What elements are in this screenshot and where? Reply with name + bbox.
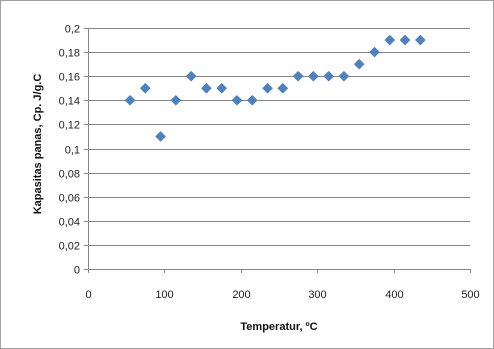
data-point-marker [201, 82, 212, 94]
data-point-marker [369, 46, 380, 58]
x-tick-label: 500 [461, 289, 479, 301]
data-point-marker [308, 70, 319, 82]
data-point-marker [323, 70, 335, 82]
data-point-marker [246, 94, 258, 106]
y-tick-label: 0,1 [65, 145, 80, 157]
data-point-marker [216, 82, 228, 94]
data-point-marker [124, 94, 136, 106]
data-point-marker [262, 82, 273, 94]
y-tick-label: 0,18 [59, 48, 80, 60]
data-points [124, 34, 426, 142]
x-tick-label: 300 [308, 289, 326, 301]
x-tick-label: 200 [232, 289, 250, 301]
x-tick-label: 400 [385, 289, 403, 301]
data-point-marker [353, 58, 365, 70]
x-axis-label: Temperatur, ºC [240, 321, 317, 333]
x-tick-label: 100 [155, 289, 173, 301]
y-tick-label: 0,16 [59, 72, 80, 84]
axes [84, 28, 471, 273]
data-point-marker [414, 34, 426, 46]
y-tick-label: 0 [74, 265, 80, 277]
data-point-marker [170, 94, 182, 106]
data-point-marker [277, 82, 289, 94]
data-point-marker [139, 82, 151, 94]
x-tick-label: 0 [85, 289, 91, 301]
y-tick-label: 0,06 [59, 193, 80, 205]
y-tick-label: 0,02 [59, 241, 80, 253]
y-tick-label: 0,04 [59, 217, 80, 229]
data-point-marker [292, 70, 304, 82]
data-point-marker [399, 34, 411, 46]
data-point-marker [155, 131, 166, 142]
data-point-marker [384, 34, 396, 46]
y-tick-label: 0,08 [59, 169, 80, 181]
y-tick-label: 0,2 [65, 24, 80, 36]
tick-labels: 0 0,02 0,04 0,06 0,08 0,1 0,12 0,14 0,16 0,18 0,2 0… [59, 24, 480, 302]
data-point-marker [231, 94, 243, 106]
data-point-marker [338, 70, 350, 82]
y-tick-label: 0,14 [59, 96, 80, 108]
y-axis-label: Kapasitas panas, Cp. J/g.C [32, 74, 44, 215]
y-tick-label: 0,12 [59, 120, 80, 132]
data-point-marker [185, 70, 197, 82]
gridlines [88, 28, 470, 246]
